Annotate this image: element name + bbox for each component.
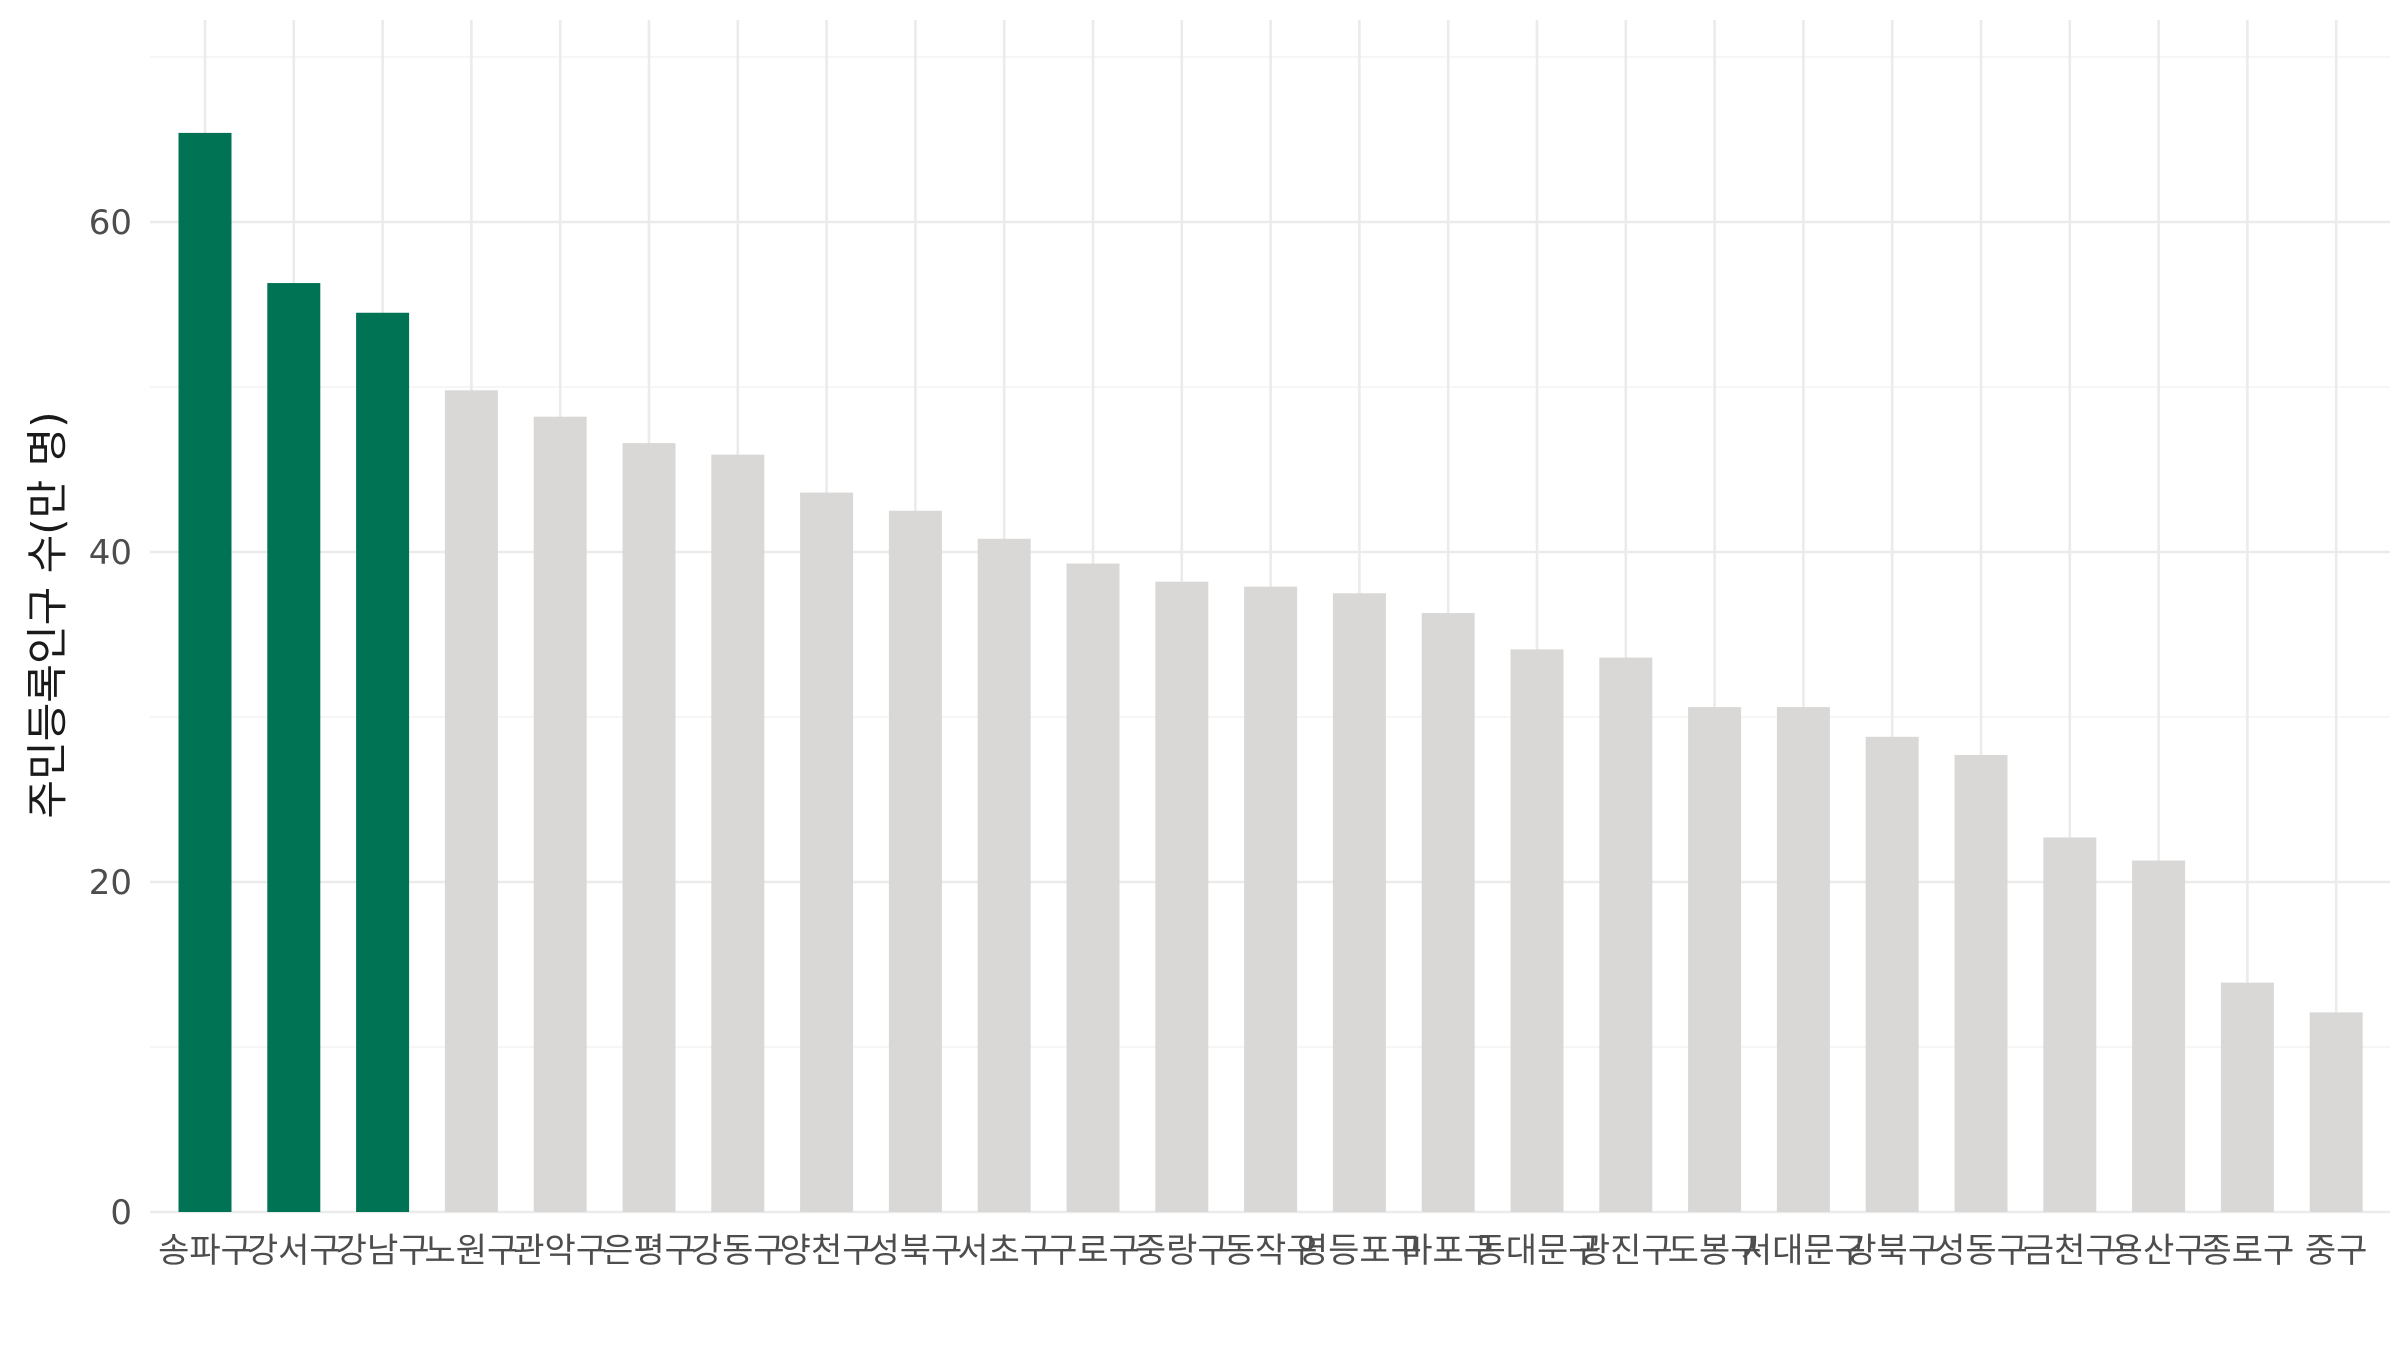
bar-9 (888, 510, 942, 1212)
x-tick-label: 양천구 (780, 1231, 874, 1271)
x-tick-label: 구로구 (1046, 1231, 1140, 1271)
x-tick-label: 중구 (2305, 1231, 2368, 1271)
bar-14 (1332, 593, 1386, 1212)
bar-5 (533, 416, 587, 1212)
x-tick-label: 마포구 (1401, 1231, 1495, 1271)
bar-17 (1599, 657, 1653, 1212)
y-tick-label: 40 (89, 533, 132, 573)
x-tick-label: 영등포구 (1297, 1231, 1422, 1271)
bar-11 (1066, 563, 1120, 1212)
bar-3 (356, 312, 410, 1212)
y-tick-label: 0 (110, 1193, 132, 1233)
x-tick-label: 중랑구 (1135, 1231, 1229, 1271)
bar-20 (1865, 736, 1919, 1212)
x-tick-label: 종로구 (2200, 1231, 2294, 1271)
x-tick-label: 광진구 (1579, 1231, 1673, 1271)
x-tick-label: 서초구 (957, 1231, 1051, 1271)
x-tick-label: 성북구 (868, 1231, 962, 1271)
y-tick-label: 60 (89, 203, 132, 243)
bar-2 (267, 283, 321, 1212)
y-axis-title: 주민등록인구 수(만 명) (23, 411, 72, 818)
x-tick-label: 강동구 (691, 1231, 785, 1271)
bar-21 (1954, 754, 2008, 1212)
x-tick-label: 강북구 (1845, 1231, 1939, 1271)
bar-18 (1688, 707, 1742, 1212)
x-tick-label: 강남구 (336, 1231, 430, 1271)
x-tick-label: 노원구 (424, 1231, 518, 1271)
x-tick-label: 금천구 (2023, 1231, 2117, 1271)
bar-13 (1244, 586, 1298, 1212)
y-tick-label: 20 (89, 863, 132, 903)
bar-22 (2043, 837, 2097, 1212)
bar-16 (1510, 649, 1564, 1212)
x-tick-label: 강서구 (247, 1231, 341, 1271)
x-axis-tick-labels: 송파구강서구강남구노원구관악구은평구강동구양천구성북구서초구구로구중랑구동작구영… (158, 1231, 2367, 1271)
x-tick-label: 동대문구 (1474, 1231, 1599, 1271)
bar-15 (1421, 613, 1475, 1212)
bar-10 (977, 538, 1031, 1212)
bar-23 (2132, 860, 2186, 1212)
bars (178, 132, 2363, 1213)
bar-25 (2309, 1012, 2363, 1212)
bar-24 (2220, 982, 2274, 1212)
bar-7 (711, 454, 765, 1212)
x-tick-label: 용산구 (2112, 1231, 2206, 1271)
x-tick-label: 도봉구 (1668, 1231, 1762, 1271)
bar-8 (800, 492, 854, 1213)
x-tick-label: 은평구 (602, 1231, 696, 1271)
bar-4 (444, 390, 498, 1212)
bar-12 (1155, 581, 1209, 1212)
x-tick-label: 관악구 (513, 1231, 607, 1271)
x-tick-label: 동작구 (1224, 1231, 1318, 1271)
bar-6 (622, 443, 676, 1213)
x-tick-label: 송파구 (158, 1231, 252, 1271)
y-axis-tick-labels: 0 20 40 60 (89, 203, 132, 1233)
x-tick-label: 서대문구 (1741, 1231, 1866, 1271)
bar-1 (178, 132, 232, 1212)
bar-19 (1776, 707, 1830, 1212)
x-tick-label: 성동구 (1934, 1231, 2028, 1271)
